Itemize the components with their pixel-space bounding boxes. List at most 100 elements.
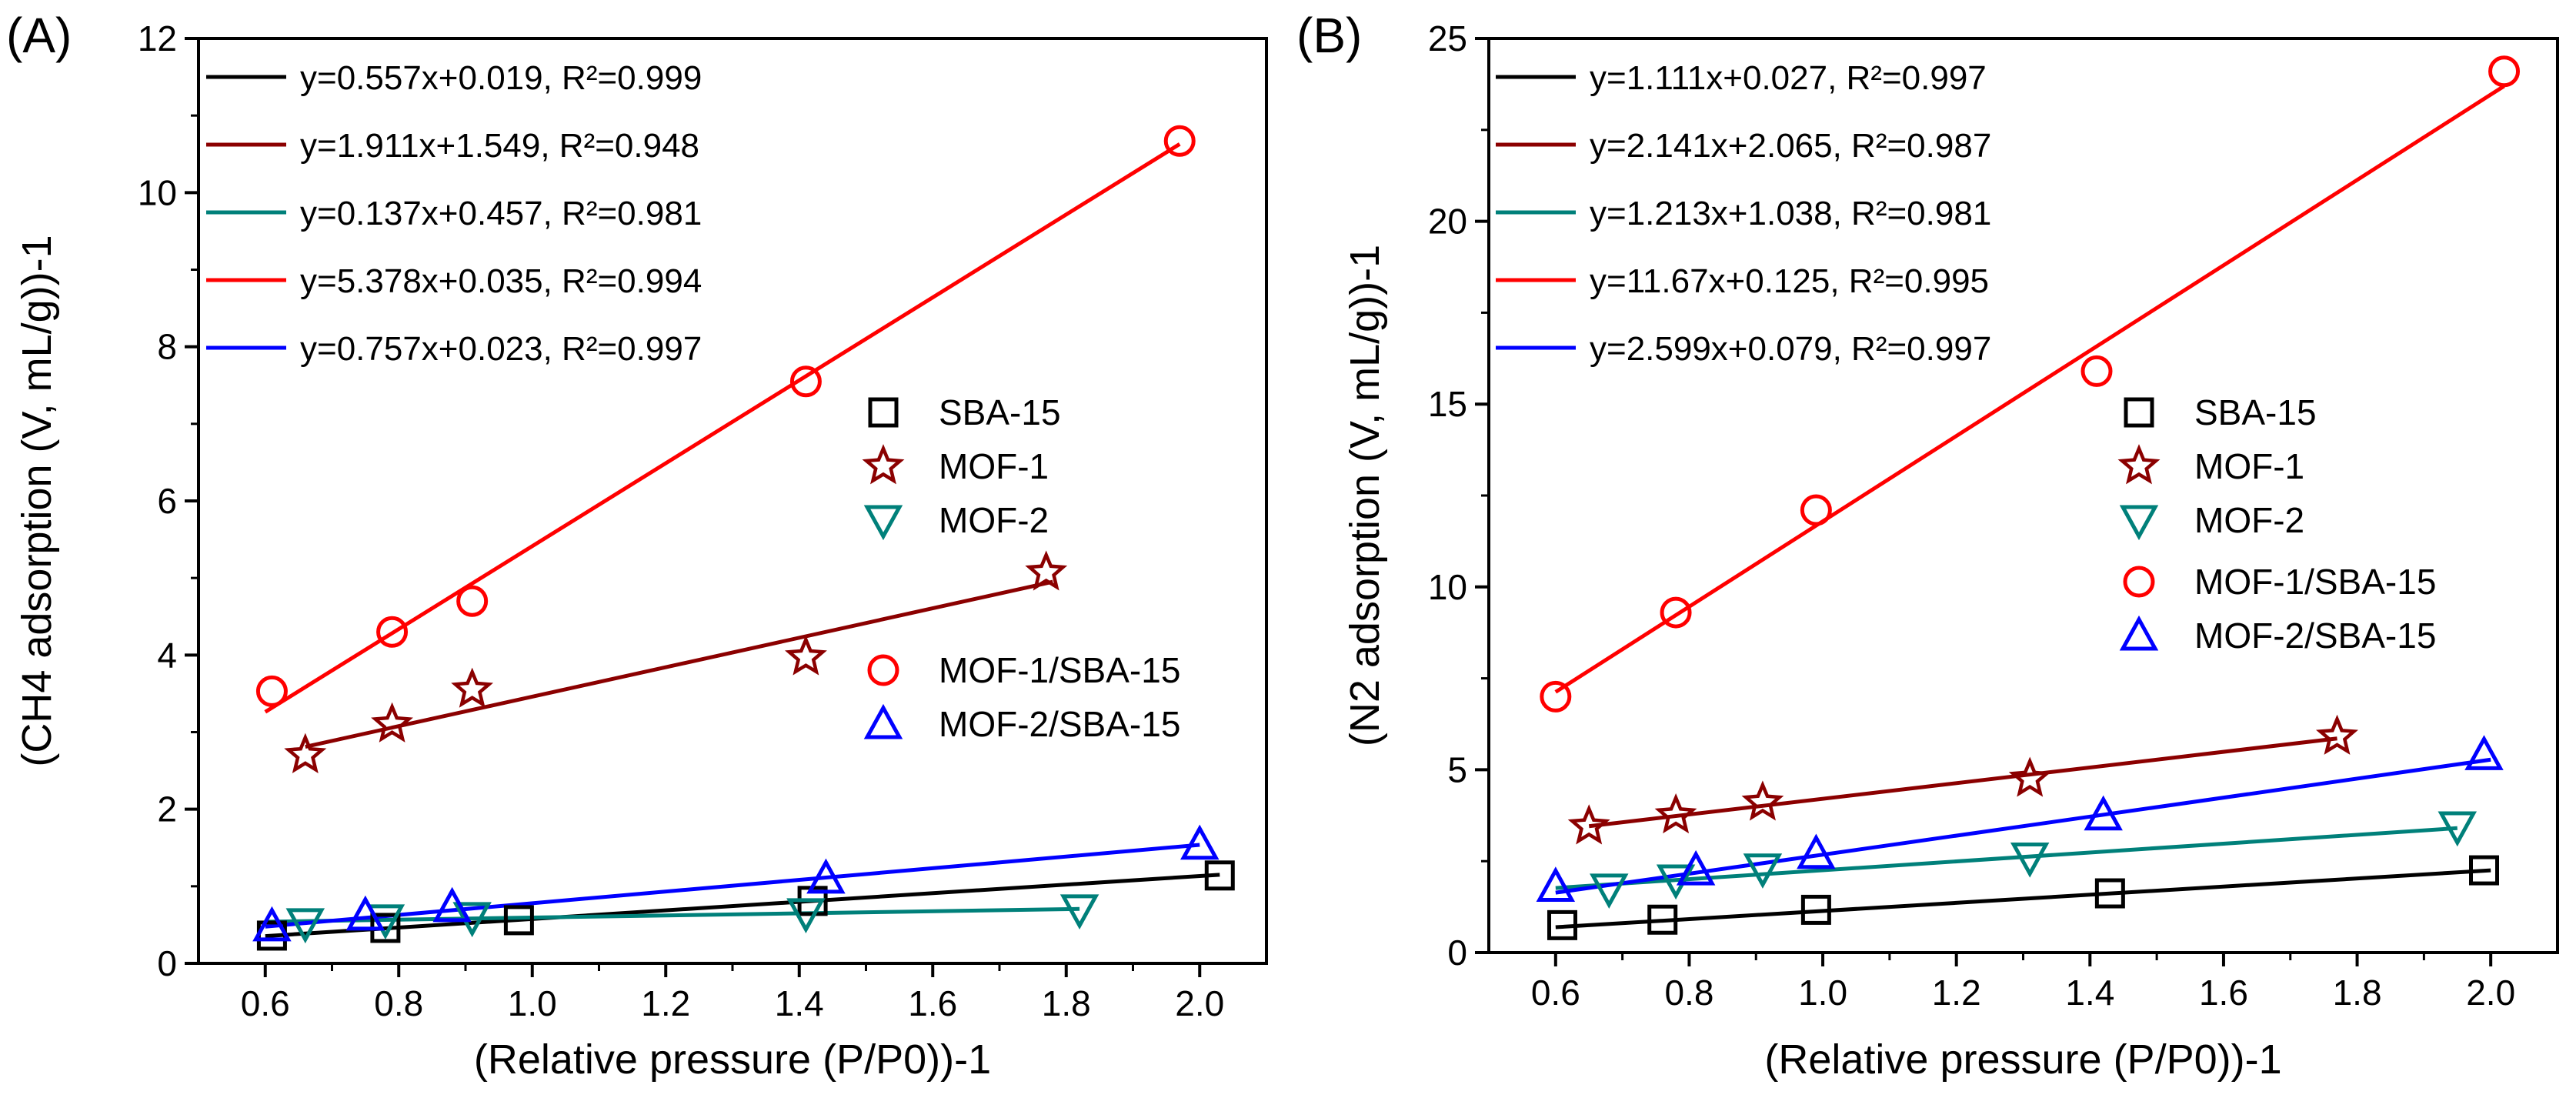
fit-line-mof-2-sba-15 [1555,757,2491,895]
y-axis-title: (CH4 adsorption (V, mL/g))-1 [14,235,60,766]
data-point [1567,804,1610,845]
legend-marker [867,654,899,686]
fit-line-sba-15 [1555,868,2491,929]
data-point [1536,866,1576,902]
data-point [1540,680,1572,713]
y-tick-label: 12 [138,18,177,58]
y-tick-label: 25 [1428,18,1467,58]
fit-line-mof-2 [1555,826,2458,890]
panel-label: (A) [6,8,72,63]
x-tick-label: 1.2 [641,983,690,1023]
legend-label: MOF-2/SBA-15 [939,704,1180,744]
x-tick-label: 1.0 [1798,973,1847,1013]
data-point [1800,494,1832,526]
x-tick-label: 0.8 [374,983,423,1023]
x-tick-label: 1.6 [2199,973,2248,1013]
data-point [503,905,534,936]
data-point [1743,853,1783,889]
data-point [1204,860,1235,891]
fit-equation: y=2.599x+0.079, R²=0.997 [1590,330,1991,368]
data-point [252,906,292,942]
series-mof-2 [1590,811,2478,909]
fit-equation: y=0.137x+0.457, R²=0.981 [300,195,702,232]
data-point [1741,780,1784,821]
legend-label: MOF-2 [939,500,1049,540]
data-point [806,858,846,894]
y-tick-label: 0 [157,943,177,983]
series-mof-1 [284,550,1068,773]
x-axis-title: (Relative pressure (P/P0))-1 [474,1036,991,1083]
series-mof-1-sba-15 [1540,55,2521,713]
data-point [456,585,489,617]
legend-marker [868,397,899,428]
fit-lines [1554,84,2505,929]
panel-b: (B) 0.6 0.8 1.0 1.2 1.4 1.6 1.8 2.0 0 5 10 15 20 25 (Re… [1296,8,2559,1083]
x-tick-label: 2.0 [1175,983,1224,1023]
fit-equation: y=5.378x+0.035, R²=0.994 [300,262,702,300]
y-tick-label: 6 [157,481,177,521]
data-point [2080,355,2113,387]
legend-marker [2119,615,2159,651]
fit-equation: y=0.557x+0.019, R²=0.999 [300,59,702,97]
fit-equation: y=2.141x+2.065, R²=0.987 [1590,127,1991,165]
x-tick-label: 1.6 [908,983,957,1023]
series-mof-2-sba-15 [252,824,1220,942]
y-tick-label: 8 [157,327,177,367]
fit-line-mof-2-sba-15 [265,843,1200,929]
data-point [786,898,826,934]
data-point [255,675,288,707]
data-point [785,635,827,676]
data-point [432,886,472,923]
data-point [2469,855,2500,886]
panel-a: (A) 0.6 0.8 1.0 1.2 1.4 1.6 1.8 2.0 0 2 4 6 8 10 12 (Rel… [6,8,1268,1083]
series-sba-15 [1547,855,2500,940]
data-point [1656,864,1696,900]
y-axis-title: (N2 adsorption (V, mL/g))-1 [1342,245,1388,746]
data-point [1654,793,1697,834]
data-point [285,908,325,944]
fit-equation: y=11.67x+0.125, R²=0.995 [1590,262,1989,300]
data-point [1547,909,1577,940]
legend-label: MOF-1/SBA-15 [939,650,1180,690]
legend-marker [2123,566,2155,598]
y-tick-label: 20 [1428,202,1467,242]
legend-label: MOF-1 [2194,446,2304,486]
series-mof-2-sba-15 [1536,735,2504,902]
legend-marker [2117,444,2161,485]
data-point [789,365,822,398]
data-point [345,895,385,931]
data-point [2315,714,2358,755]
x-tick-label: 1.8 [1042,983,1091,1023]
series-mof-1 [1567,714,2358,845]
data-point [2094,878,2125,909]
data-point [1180,824,1220,860]
data-point [1660,596,1692,629]
data-point [371,702,413,743]
fit-line-mof-1-sba-15 [264,142,1181,714]
legend-label: MOF-1 [939,446,1049,486]
legend-label: SBA-15 [939,392,1061,432]
data-point [376,616,409,648]
x-tick-label: 0.6 [1531,973,1580,1013]
legend-marker [862,444,905,485]
legend-label: MOF-2 [2194,500,2304,540]
data-point [2010,842,2050,878]
data-point [2008,756,2051,797]
y-tick-label: 0 [1447,933,1467,973]
data-point [451,667,494,708]
legend-label: SBA-15 [2194,392,2317,432]
series-mof-1-sba-15 [255,125,1196,707]
x-axis-title: (Relative pressure (P/P0))-1 [1764,1036,2281,1083]
x-tick-label: 1.2 [1932,973,1981,1013]
fit-line-mof-1 [1588,736,2337,829]
data-point [284,733,327,773]
x-tick-label: 1.4 [2065,973,2114,1013]
legend-marker [2124,397,2154,428]
data-point [1025,550,1068,591]
fit-equation: y=0.757x+0.023, R²=0.997 [300,330,702,368]
data-point [1676,849,1716,886]
data-point [1059,894,1099,930]
legend-label: MOF-1/SBA-15 [2194,562,2436,602]
